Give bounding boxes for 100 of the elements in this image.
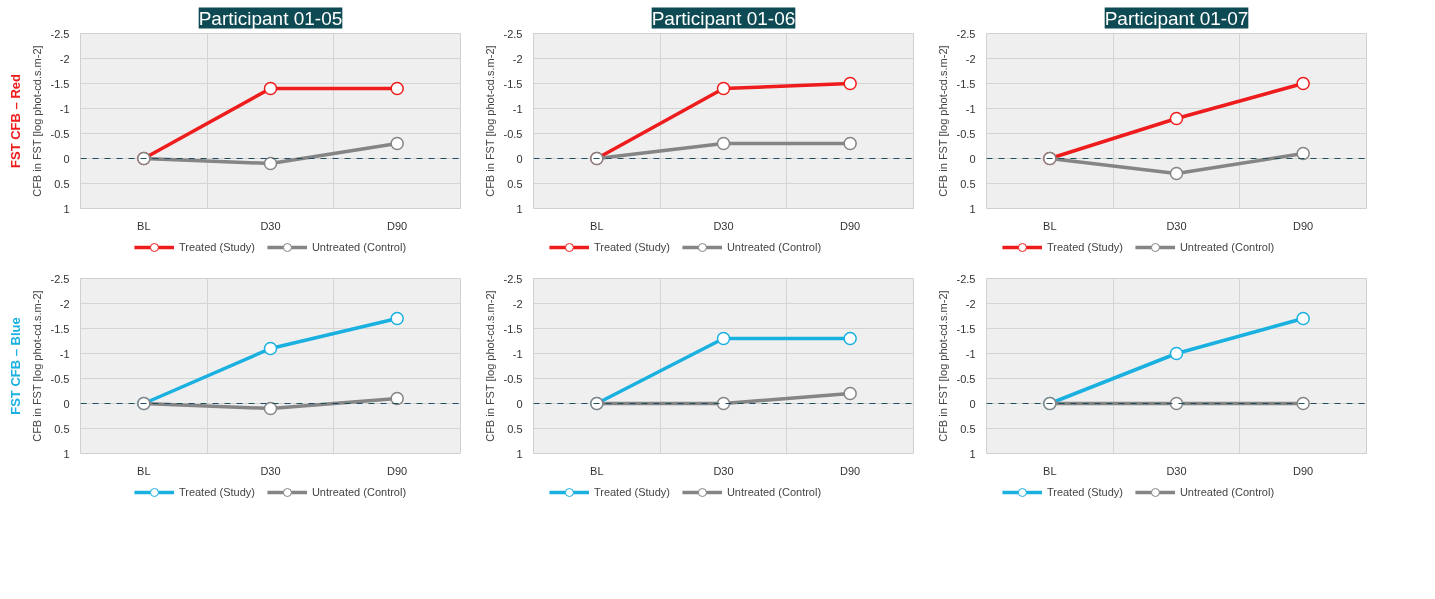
y-tick-label: -1 <box>965 102 976 115</box>
point <box>263 401 278 416</box>
y-tick-label: 0.5 <box>960 177 976 190</box>
legend-label: Untreated (Control) <box>726 241 822 253</box>
x-tick-label: BL <box>590 219 604 232</box>
point <box>1169 166 1184 181</box>
point <box>716 136 731 151</box>
legend-label: Treated (Study) <box>1046 486 1123 498</box>
point <box>1169 111 1184 126</box>
y-tick-label: 0 <box>969 152 976 165</box>
y-tick-label: 1 <box>516 447 523 460</box>
legend-label: Untreated (Control) <box>1179 486 1275 498</box>
y-tick-label: -0.5 <box>956 127 976 140</box>
y-tick-label: -1 <box>59 347 70 360</box>
point <box>263 156 278 171</box>
x-tick-label: D30 <box>1166 219 1187 232</box>
y-tick-label: -2.5 <box>503 27 523 40</box>
text: FST CFB – Red <box>7 73 23 168</box>
y-tick-label: -0.5 <box>503 127 523 140</box>
y-tick-label: 1 <box>969 447 976 460</box>
y-tick-label: -0.5 <box>956 372 976 385</box>
y-tick-label: 0.5 <box>54 177 70 190</box>
legend-label: Treated (Study) <box>593 486 670 498</box>
y-tick-label: -1 <box>59 102 70 115</box>
point <box>390 136 404 151</box>
y-tick-label: -2 <box>965 297 976 310</box>
y-tick-label: 1 <box>516 202 523 215</box>
x-tick-label: BL <box>137 219 151 232</box>
y-tick-label: 0 <box>516 397 523 410</box>
y-tick-label: -2 <box>59 297 70 310</box>
y-tick-label: 0 <box>63 397 70 410</box>
legend-label: Treated (Study) <box>593 241 670 253</box>
point <box>390 81 404 96</box>
y-tick-label: 1 <box>969 202 976 215</box>
y-tick-label: 0 <box>969 397 976 410</box>
legend-label: Treated (Study) <box>178 241 255 253</box>
x-tick-label: BL <box>137 464 151 477</box>
y-tick-label: 0 <box>63 152 70 165</box>
point <box>1296 76 1310 91</box>
y-tick-label: -0.5 <box>50 127 70 140</box>
y-tick-label: 0.5 <box>507 177 523 190</box>
x-tick-label: D90 <box>1293 219 1314 232</box>
x-tick-label: D90 <box>387 464 408 477</box>
y-tick-label: -1.5 <box>956 77 976 90</box>
point <box>843 386 857 401</box>
y-tick-label: -2.5 <box>50 27 70 40</box>
point <box>263 81 278 96</box>
x-tick-label: BL <box>1043 464 1057 477</box>
x-tick-label: D30 <box>713 219 734 232</box>
y-axis-title: CFB in FST [log phot-cd.s.m-2] <box>483 290 496 442</box>
y-tick-label: -0.5 <box>503 372 523 385</box>
point <box>843 331 857 346</box>
y-tick-label: -1 <box>512 102 523 115</box>
y-tick-label: 0.5 <box>960 422 976 435</box>
y-tick-label: -1.5 <box>956 322 976 335</box>
x-tick-label: BL <box>590 464 604 477</box>
x-tick-label: D90 <box>840 219 861 232</box>
point <box>263 341 278 356</box>
y-tick-label: -2.5 <box>956 272 976 285</box>
y-tick-label: -2 <box>59 52 70 65</box>
chart-title: Participant 01-06 <box>651 7 796 29</box>
point <box>843 136 857 151</box>
y-tick-label: -1 <box>512 347 523 360</box>
x-tick-label: D30 <box>260 219 281 232</box>
point <box>390 311 404 326</box>
chart-title: Participant 01-07 <box>1104 7 1249 29</box>
y-axis-title: CFB in FST [log phot-cd.s.m-2] <box>483 45 496 197</box>
y-tick-label: -1 <box>965 347 976 360</box>
x-tick-label: D30 <box>713 464 734 477</box>
point <box>716 331 731 346</box>
y-tick-label: -1.5 <box>50 322 70 335</box>
y-tick-label: -0.5 <box>50 372 70 385</box>
y-tick-label: 0 <box>516 152 523 165</box>
y-axis-title: CFB in FST [log phot-cd.s.m-2] <box>30 45 43 197</box>
x-tick-label: D90 <box>840 464 861 477</box>
y-tick-label: -1.5 <box>50 77 70 90</box>
y-tick-label: 0.5 <box>507 422 523 435</box>
y-tick-label: 1 <box>63 202 70 215</box>
y-tick-label: -2 <box>965 52 976 65</box>
x-tick-label: D30 <box>1166 464 1187 477</box>
x-tick-label: BL <box>1043 219 1057 232</box>
x-tick-label: D30 <box>260 464 281 477</box>
y-tick-label: 1 <box>63 447 70 460</box>
x-tick-label: D90 <box>387 219 408 232</box>
point <box>843 76 857 91</box>
y-axis-title: CFB in FST [log phot-cd.s.m-2] <box>936 290 949 442</box>
y-tick-label: -2.5 <box>50 272 70 285</box>
y-tick-label: -2.5 <box>956 27 976 40</box>
legend-label: Treated (Study) <box>178 486 255 498</box>
y-tick-label: -1.5 <box>503 322 523 335</box>
point <box>1296 146 1310 161</box>
y-tick-label: -2 <box>512 52 523 65</box>
legend-label: Treated (Study) <box>1046 241 1123 253</box>
legend-label: Untreated (Control) <box>726 486 822 498</box>
text: FST CFB – Blue <box>7 317 23 415</box>
x-tick-label: D90 <box>1293 464 1314 477</box>
legend-label: Untreated (Control) <box>311 486 407 498</box>
legend-label: Untreated (Control) <box>1179 241 1275 253</box>
point <box>716 81 731 96</box>
point <box>1296 311 1310 326</box>
